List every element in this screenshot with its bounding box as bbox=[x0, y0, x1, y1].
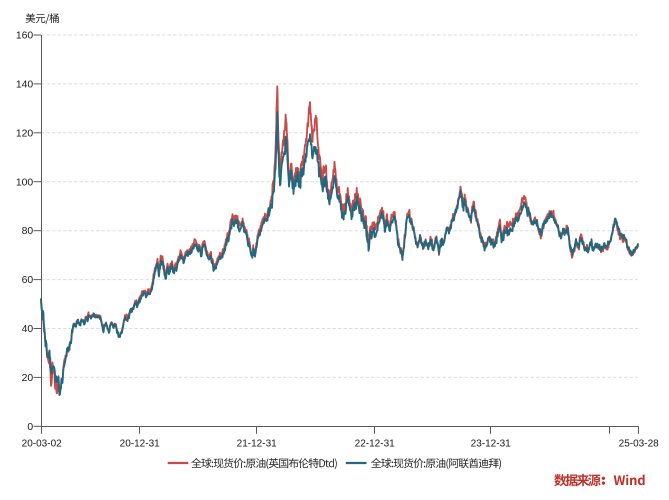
svg-text:21-12-31: 21-12-31 bbox=[237, 438, 277, 449]
svg-text:0: 0 bbox=[27, 422, 33, 433]
svg-text:100: 100 bbox=[16, 177, 34, 188]
svg-text:160: 160 bbox=[16, 31, 34, 42]
svg-text:23-12-31: 23-12-31 bbox=[471, 438, 511, 449]
svg-text:80: 80 bbox=[22, 226, 34, 237]
svg-text:20: 20 bbox=[22, 373, 34, 384]
svg-text:120: 120 bbox=[16, 128, 34, 139]
svg-text:20-12-31: 20-12-31 bbox=[120, 438, 160, 449]
svg-text:140: 140 bbox=[16, 80, 34, 91]
svg-text:60: 60 bbox=[22, 275, 34, 286]
svg-text:20-03-02: 20-03-02 bbox=[22, 438, 62, 449]
svg-text:25-03-28: 25-03-28 bbox=[619, 438, 659, 449]
svg-text:22-12-31: 22-12-31 bbox=[355, 438, 395, 449]
svg-text:40: 40 bbox=[22, 324, 34, 335]
